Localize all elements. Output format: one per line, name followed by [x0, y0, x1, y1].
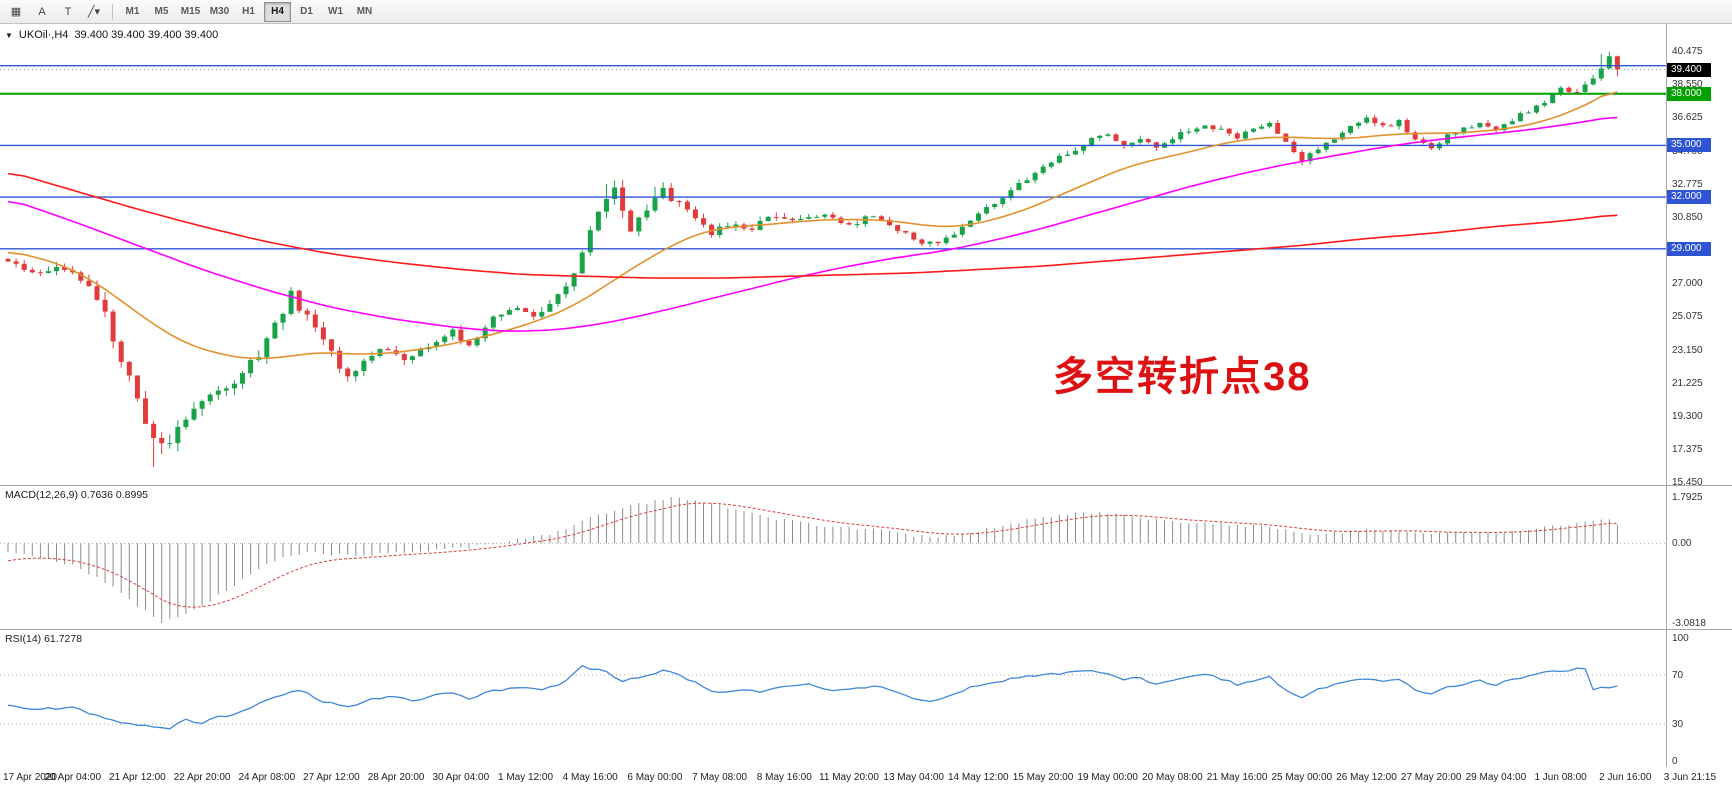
macd-axis-label: 1.7925 [1672, 492, 1703, 503]
time-axis-label: 27 Apr 12:00 [303, 772, 360, 783]
time-axis-label: 19 May 00:00 [1077, 772, 1138, 783]
time-axis-label: 30 Apr 04:00 [432, 772, 490, 783]
time-axis[interactable]: 17 Apr 2020 20 Apr 04:00 21 Apr 12:00 22 Ap… [0, 767, 1732, 788]
time-axis-label: 13 May 04:00 [883, 772, 944, 783]
time-axis-label: 20 May 08:00 [1142, 772, 1203, 783]
time-axis-label: 27 May 20:00 [1400, 772, 1462, 783]
rsi-axis-label: 0 [1672, 756, 1678, 767]
toolbar-separator [112, 3, 113, 20]
time-axis-label: 22 Apr 20:00 [173, 772, 231, 783]
toolbar: ▦ A T ╱▾ M1 M5 M15 M30 H1 H4 D1 W1 MN [0, 0, 1732, 24]
timeframe-button-h1[interactable]: H1 [242, 6, 255, 17]
price-tick-label: 27.000 [1672, 278, 1703, 289]
arrow-tool-button[interactable]: A [38, 5, 46, 18]
price-tick-label: 21.225 [1672, 378, 1703, 389]
timeframe-button-m15[interactable]: M15 [180, 6, 201, 17]
timeframe-button-m5[interactable]: M5 [154, 6, 169, 17]
timeframe-button-d1[interactable]: D1 [300, 6, 313, 17]
time-axis-label: 20 Apr 04:00 [44, 772, 102, 783]
time-axis-label: 28 Apr 20:00 [367, 772, 425, 783]
timeframe-button-mn[interactable]: MN [356, 6, 373, 17]
time-axis-label: 2 Jun 16:00 [1599, 772, 1652, 783]
price-tick-label: 32.775 [1672, 179, 1703, 190]
symbol-header: ▼ UKOil·,H4 39.400 39.400 39.400 39.400 [5, 29, 218, 41]
time-axis-label: 17 Apr 2020 [3, 772, 57, 783]
time-axis-label: 15 May 20:00 [1012, 772, 1074, 783]
rsi-indicator-label: RSI(14) 61.7278 [5, 633, 83, 645]
timeframe-button-w1[interactable]: W1 [328, 6, 343, 17]
time-axis-label: 29 May 04:00 [1465, 772, 1527, 783]
toolbar-tools-group: ▦ A T ╱▾ [3, 1, 107, 22]
price-flag-35.000: 35.000 [1667, 138, 1711, 152]
time-axis-label: 4 May 16:00 [562, 772, 618, 783]
price-axis[interactable]: 40.47538.55036.62534.70032.77530.85028.9… [1667, 0, 1732, 767]
time-axis-label: 21 May 16:00 [1206, 772, 1268, 783]
time-axis-label: 7 May 08:00 [692, 772, 748, 783]
time-axis-label: 6 May 00:00 [627, 772, 683, 783]
text-tool-button[interactable]: T [64, 5, 72, 18]
symbol-ohlc-quote: 39.400 39.400 39.400 39.400 [74, 29, 219, 41]
chart-type-icon[interactable]: ▦ [10, 6, 22, 18]
timeframe-button-m30[interactable]: M30 [209, 6, 230, 17]
symbol-title: UKOil·,H4 [18, 29, 69, 41]
price-tick-label: 30.850 [1672, 212, 1703, 223]
rsi-axis-label: 70 [1672, 670, 1684, 681]
time-axis-label: 21 Apr 12:00 [109, 772, 166, 783]
macd-axis-label: 0.00 [1672, 538, 1692, 549]
time-axis-label: 24 Apr 08:00 [238, 772, 296, 783]
price-tick-label: 23.150 [1672, 345, 1703, 356]
price-tick-label: 19.300 [1672, 411, 1703, 422]
price-tick-label: 36.625 [1672, 112, 1703, 123]
time-axis-label: 11 May 20:00 [819, 772, 879, 783]
line-tool-dropdown[interactable]: ╱▾ [87, 6, 101, 18]
time-axis-label: 25 May 00:00 [1271, 772, 1333, 783]
rsi-axis-label: 30 [1672, 719, 1684, 730]
price-tick-label: 17.375 [1672, 444, 1703, 455]
time-axis-label: 3 Jun 21:15 [1663, 772, 1717, 783]
price-flag-32.000: 32.000 [1667, 190, 1711, 204]
time-axis-label: 14 May 12:00 [947, 772, 1009, 783]
time-axis-label: 26 May 12:00 [1336, 772, 1397, 783]
symbol-dropdown-icon[interactable]: ▼ [5, 30, 13, 40]
price-flag-39.400: 39.400 [1667, 63, 1711, 77]
time-axis-label: 1 May 12:00 [497, 772, 554, 783]
price-flag-38.000: 38.000 [1667, 87, 1711, 101]
price-tick-label: 40.475 [1672, 46, 1703, 57]
rsi-axis-label: 100 [1672, 633, 1689, 644]
timeframe-button-h4[interactable]: H4 [264, 1, 291, 22]
timeframe-buttons-group: M1 M5 M15 M30 H1 H4 D1 W1 MN [118, 1, 379, 22]
macd-axis-label: -3.0818 [1672, 618, 1706, 629]
price-tick-label: 38.550 [1672, 79, 1703, 90]
time-axis-label: 8 May 16:00 [756, 772, 812, 783]
macd-indicator-label: MACD(12,26,9) 0.7636 0.8995 [5, 489, 149, 501]
price-tick-label: 25.075 [1672, 311, 1703, 322]
time-axis-label: 1 Jun 08:00 [1534, 772, 1587, 783]
chart-annotation-text[interactable]: 多空转折点38 [1053, 355, 1312, 399]
price-flag-29.000: 29.000 [1667, 242, 1711, 256]
timeframe-button-m1[interactable]: M1 [125, 6, 140, 17]
price-tick-label: 15.450 [1672, 477, 1703, 488]
